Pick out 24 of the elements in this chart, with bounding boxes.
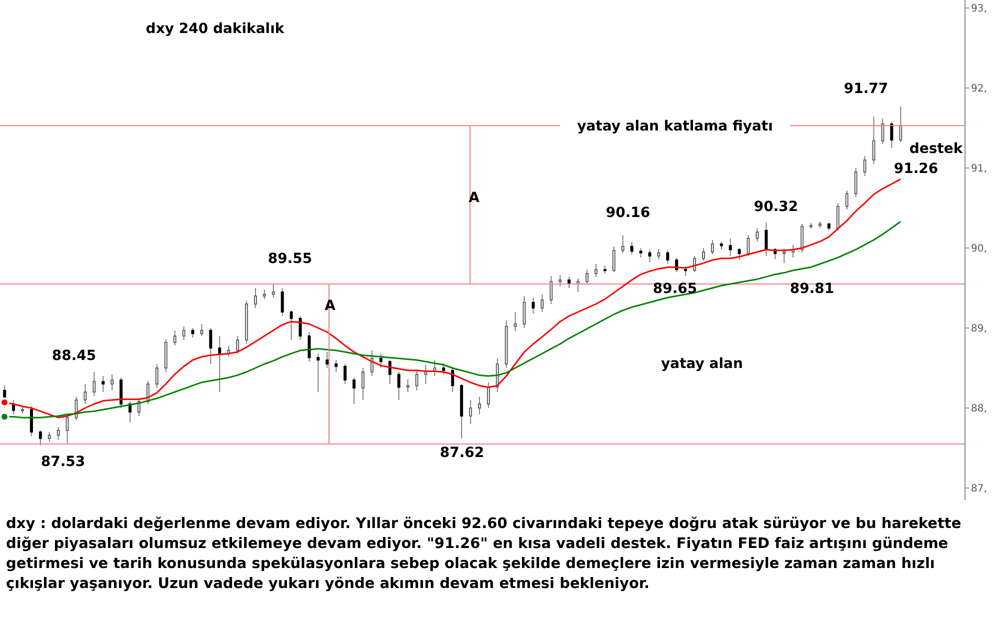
annotation: 90.32 <box>754 199 798 215</box>
text: destek <box>909 141 964 157</box>
annotation: A <box>468 190 480 206</box>
text: dxy 240 dakikalık <box>146 21 285 37</box>
annotation: 91.26 <box>894 161 938 177</box>
annotation: 87.62 <box>440 445 484 461</box>
y-tick-label: 88, <box>971 404 987 415</box>
y-tick-label: 87, <box>971 484 987 495</box>
annotation: 89.65 <box>652 281 698 297</box>
annotation: A <box>324 298 336 314</box>
annotation: yatay alan <box>661 356 743 372</box>
y-tick-label: 91, <box>971 164 987 175</box>
y-tick-label: 90, <box>971 244 987 255</box>
annotation: 90.16 <box>606 205 650 221</box>
y-tick-label: 93, <box>971 4 987 15</box>
annotation: 89.81 <box>790 281 834 297</box>
ref-line-label: yatay alan katlama fiyatı <box>577 118 773 135</box>
y-tick-label: 89, <box>971 324 987 335</box>
y-tick-label: 92, <box>971 84 987 95</box>
annotation: 87.53 <box>40 454 86 470</box>
annotation: 91.77 <box>844 81 888 97</box>
annotation: 88.45 <box>52 348 96 364</box>
annotation: 89.55 <box>268 251 312 267</box>
text: dxy : dolardaki değerlenme devam ediyor. Yıllar önceki 92.60 civarındaki tepeye doğru atak sürüyor ve bu harekette diğer piyasaları olumsuz etkilemeye devam ediyor. "91.26" en kısa vadeli destek. Fiyatın FED faiz artışını gündeme getirmesi ve tarih konusunda spekülasyonlara sebep olacak şekilde demeçlere izin vermesiyle zaman zaman hızlı çıkışlar yaşanıyor. Uzun vadede yukarı yönde akımın devam etmesi bekleniyor. <box>6 515 962 594</box>
